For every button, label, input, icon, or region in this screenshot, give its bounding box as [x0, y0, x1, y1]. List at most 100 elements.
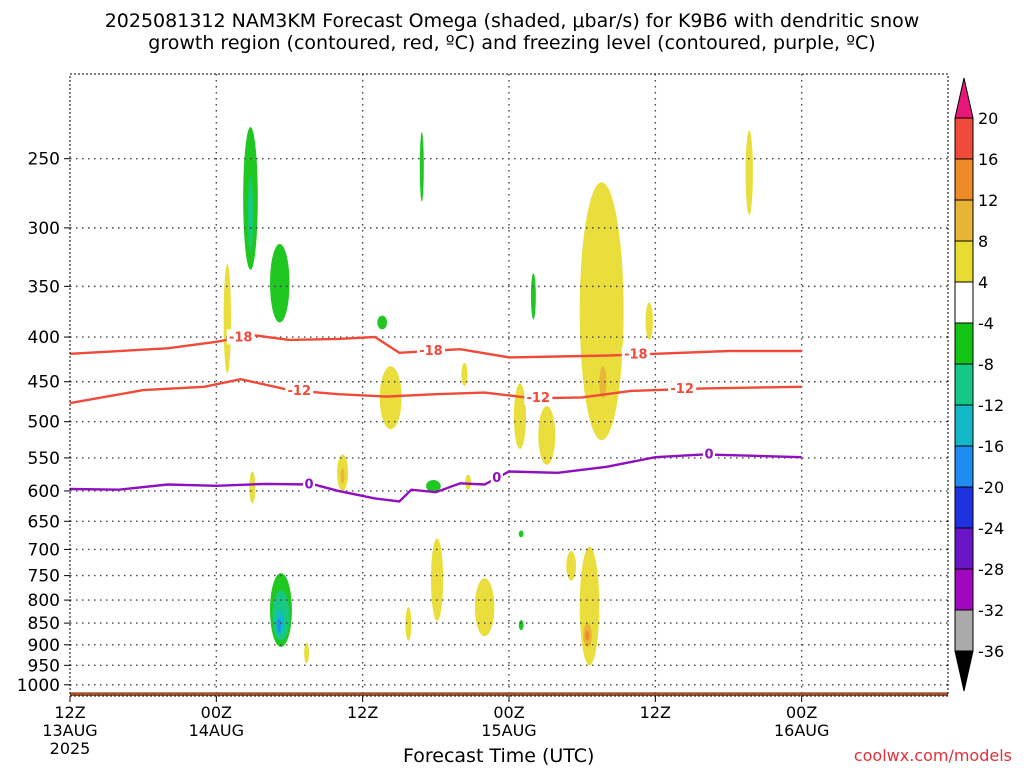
- x-tick-label: 00Z: [786, 703, 817, 722]
- freezing-level-label: 0: [492, 471, 501, 486]
- y-tick-label: 900: [28, 636, 60, 656]
- omega-region: [745, 130, 753, 216]
- colorbar-label: 16: [978, 150, 998, 169]
- x-tick-label: 12Z: [347, 703, 378, 722]
- colorbar-label: -12: [978, 396, 1004, 415]
- y-tick-label: 350: [28, 277, 60, 297]
- chart-title-line2: growth region (contoured, red, ºC) and f…: [148, 32, 876, 54]
- dendritic-label: -18: [624, 347, 648, 362]
- chart-title-line1: 2025081312 NAM3KM Forecast Omega (shaded…: [104, 10, 920, 32]
- omega-region: [579, 546, 600, 666]
- y-tick-label: 750: [28, 567, 60, 587]
- contour-label-bg: [226, 329, 255, 345]
- y-tick-label: 950: [28, 656, 60, 676]
- colorbar-band: [954, 445, 974, 488]
- colorbar-band: [954, 158, 974, 201]
- colorbar-label: 8: [978, 232, 988, 251]
- colorbar-band: [954, 527, 974, 570]
- x-tick-date: 14AUG: [189, 721, 244, 740]
- omega-region: [645, 302, 653, 340]
- y-tick-label: 400: [28, 328, 60, 348]
- omega-region: [377, 315, 388, 330]
- omega-region: [304, 642, 310, 664]
- terrain-surface: [70, 692, 948, 696]
- colorbar-band: [954, 240, 974, 283]
- freezing-level-contour: [69, 453, 802, 503]
- colorbar-band: [954, 117, 974, 160]
- colorbar-label: -4: [978, 314, 994, 333]
- contour-label-bg: [285, 382, 314, 398]
- y-tick-label: 800: [28, 591, 60, 611]
- colorbar-label: 20: [978, 109, 998, 128]
- plot-frame: [69, 73, 949, 697]
- colorbar-label: 4: [978, 273, 988, 292]
- y-tick-label: 250: [28, 150, 60, 170]
- y-tick-label: 700: [28, 540, 60, 560]
- omega-region: [248, 176, 253, 250]
- colorbar-label: 12: [978, 191, 998, 210]
- y-tick-label: 500: [28, 413, 60, 433]
- colorbar-label: -8: [978, 355, 994, 374]
- y-tick-label: 650: [28, 512, 60, 532]
- x-axis-label: Forecast Time (UTC): [403, 745, 595, 767]
- omega-region: [585, 630, 590, 641]
- colorbar-extend-max: [954, 77, 974, 119]
- x-tick-year: 2025: [50, 739, 91, 758]
- y-tick-label: 550: [28, 449, 60, 469]
- omega-region: [430, 538, 444, 621]
- y-tick-label: 850: [28, 614, 60, 634]
- omega-region: [340, 468, 345, 484]
- colorbar-band: [954, 404, 974, 447]
- y-tick-label: 450: [28, 373, 60, 393]
- dendritic-label: -12: [527, 391, 551, 406]
- colorbar-band: [954, 486, 974, 529]
- x-tick-label: 00Z: [493, 703, 524, 722]
- omega-region: [379, 366, 402, 430]
- contour-label-bg: [668, 381, 697, 397]
- colorbar-label: -28: [978, 560, 1004, 579]
- omega-region: [419, 131, 424, 202]
- colorbar-extend-min: [954, 650, 974, 692]
- colorbar-band: [954, 609, 974, 652]
- contour-label-bg: [416, 342, 445, 358]
- contour-label-bg: [490, 470, 503, 486]
- x-tick-date: 13AUG: [42, 721, 97, 740]
- dendritic-label: -18: [419, 344, 443, 359]
- contour-label-bg: [702, 446, 715, 462]
- colorbar-label: -36: [978, 642, 1004, 661]
- omega-region: [518, 619, 524, 631]
- omega-region: [474, 578, 495, 637]
- omega-region: [538, 406, 556, 465]
- y-tick-label: 300: [28, 219, 60, 239]
- omega-region: [461, 362, 468, 386]
- omega-region: [465, 474, 472, 490]
- dendritic-contour: [69, 377, 802, 405]
- omega-region: [405, 607, 412, 641]
- omega-region: [530, 273, 536, 320]
- colorbar-band: [954, 281, 974, 324]
- colorbar-band: [954, 363, 974, 406]
- dendritic-label: -18: [229, 330, 253, 345]
- colorbar-band: [954, 568, 974, 611]
- contour-label-bg: [524, 390, 553, 406]
- colorbar-label: -32: [978, 601, 1004, 620]
- y-tick-label: 1000: [17, 676, 60, 696]
- omega-region: [513, 383, 527, 449]
- freezing-level-label: 0: [304, 477, 313, 492]
- x-tick-date: 16AUG: [774, 721, 829, 740]
- x-tick-date: 15AUG: [481, 721, 536, 740]
- omega-region: [518, 530, 524, 538]
- omega-region: [277, 618, 282, 632]
- freezing-level-label: 0: [704, 448, 713, 463]
- omega-region: [426, 480, 441, 493]
- credit-link[interactable]: coolwx.com/models: [853, 746, 1012, 765]
- omega-region: [566, 551, 577, 581]
- omega-region: [223, 264, 231, 374]
- colorbar-label: -24: [978, 519, 1004, 538]
- omega-region: [579, 182, 624, 441]
- colorbar-band: [954, 199, 974, 242]
- colorbar-band: [954, 322, 974, 365]
- colorbar-label: -16: [978, 437, 1004, 456]
- omega-region: [599, 366, 607, 399]
